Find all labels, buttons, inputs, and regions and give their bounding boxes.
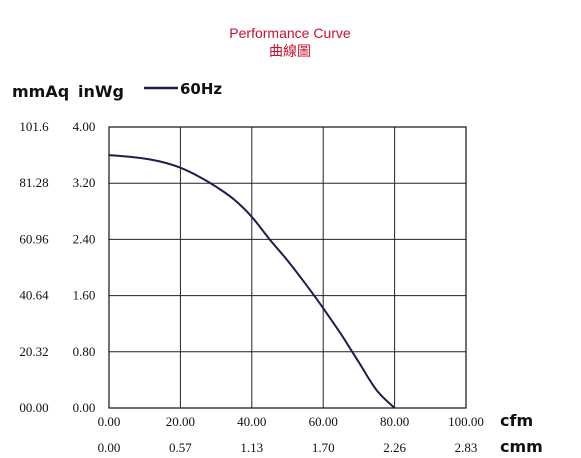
y-axis-unit-inwg: inWg — [78, 82, 124, 101]
series-line-60hz — [108, 154, 396, 409]
x-tick-labels: 0.00 0.00 20.00 0.57 40.00 1.13 60.00 1.70 80.00… — [98, 414, 484, 455]
x-axis-unit-cmm: cmm — [500, 437, 543, 456]
y-tick-label-mmaq: 20.32 — [19, 344, 48, 359]
y-tick-labels: 00.00 0.00 20.32 0.80 40.64 1.60 60.96 2.40 81.2… — [19, 119, 95, 415]
y-tick-label-mmaq: 81.28 — [19, 175, 48, 190]
x-tick-label-cfm: 0.00 — [98, 414, 121, 429]
y-tick-label-inwg: 3.20 — [73, 175, 96, 190]
y-tick-label-mmaq: 101.6 — [19, 119, 49, 134]
y-tick-label-inwg: 1.60 — [73, 288, 96, 303]
y-tick-label-mmaq: 40.64 — [19, 288, 49, 303]
legend-label-60hz: 60Hz — [180, 80, 222, 98]
series-group — [108, 154, 396, 409]
chart-title: Performance Curve — [229, 25, 351, 41]
y-tick-label-inwg: 0.00 — [73, 400, 96, 415]
x-tick-label-cmm: 1.70 — [312, 440, 335, 455]
y-tick-label-inwg: 2.40 — [73, 231, 96, 246]
x-tick-label-cmm: 2.83 — [455, 440, 478, 455]
x-tick-label-cmm: 0.00 — [98, 440, 121, 455]
x-tick-label-cfm: 100.00 — [448, 414, 484, 429]
x-tick-label-cmm: 1.13 — [240, 440, 263, 455]
x-tick-label-cmm: 0.57 — [169, 440, 192, 455]
y-axis-unit-mmaq: mmAq — [12, 82, 69, 101]
x-axis-unit-cfm: cfm — [500, 411, 533, 430]
y-tick-label-inwg: 4.00 — [73, 119, 96, 134]
plot-frame — [108, 126, 467, 409]
x-tick-label-cmm: 2.26 — [383, 440, 406, 455]
grid-lines — [109, 127, 466, 408]
x-tick-label-cfm: 40.00 — [237, 414, 266, 429]
x-tick-label-cfm: 20.00 — [166, 414, 195, 429]
y-tick-label-inwg: 0.80 — [73, 344, 96, 359]
y-tick-label-mmaq: 60.96 — [19, 231, 49, 246]
chart-subtitle: 曲線圖 — [269, 43, 311, 59]
y-tick-label-mmaq: 00.00 — [19, 400, 48, 415]
x-tick-label-cfm: 60.00 — [309, 414, 338, 429]
x-tick-label-cfm: 80.00 — [380, 414, 409, 429]
